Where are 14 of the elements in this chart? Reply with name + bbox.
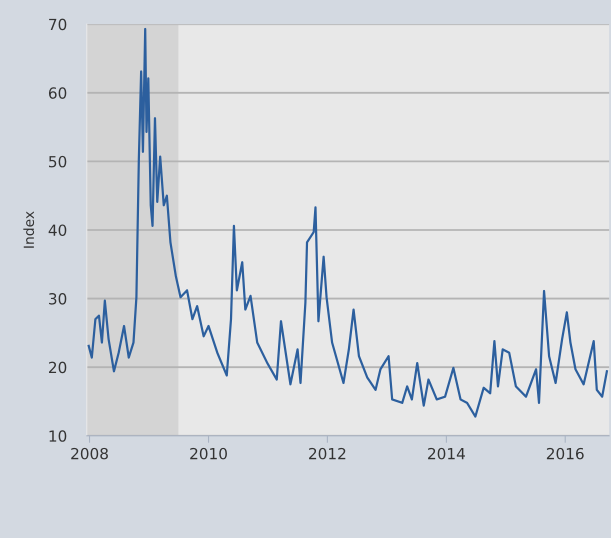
x-tick-label: 2008 (71, 448, 108, 460)
y-tick-label: 30 (49, 293, 66, 305)
y-tick-label: 70 (49, 18, 66, 30)
y-tick-label: 20 (48, 362, 66, 374)
y-tick-label: 50 (49, 156, 66, 168)
line-series (88, 28, 608, 418)
y-tick-label: 40 (48, 224, 66, 236)
x-tick-label: 2014 (428, 448, 465, 460)
x-tick-label: 2010 (190, 448, 227, 460)
x-tick-label: 2012 (309, 448, 346, 460)
y-tick-label: 60 (48, 87, 66, 99)
y-tick-label: 10 (50, 430, 66, 442)
y-axis-title: Index (23, 211, 34, 248)
x-tick-label: 2016 (546, 448, 584, 460)
